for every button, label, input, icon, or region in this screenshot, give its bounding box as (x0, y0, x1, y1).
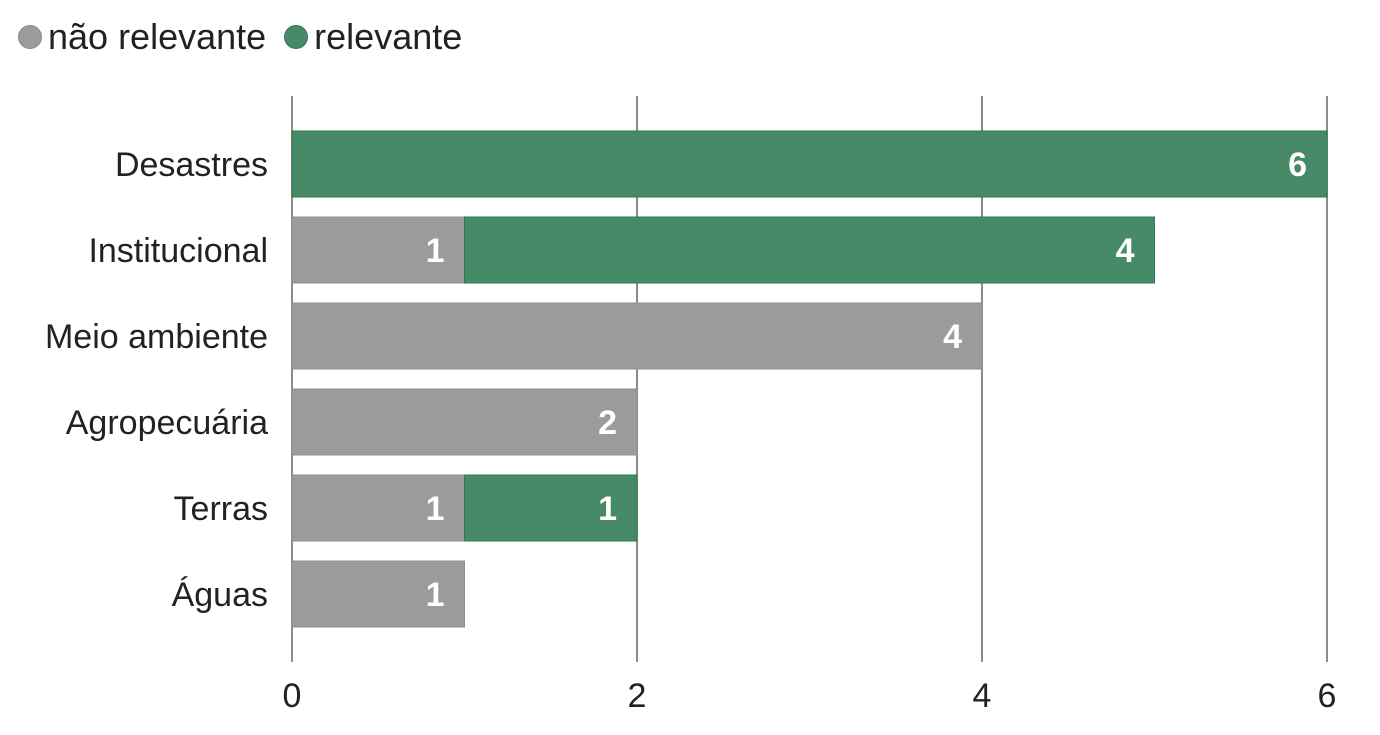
data-label: 4 (943, 318, 962, 356)
category-label: Agropecuária (66, 404, 268, 442)
bar-nao-relevante (291, 302, 983, 370)
category-label: Meio ambiente (45, 318, 268, 356)
data-label: 1 (426, 490, 445, 528)
x-tick-label: 4 (973, 677, 992, 715)
bar-relevante (291, 130, 1328, 198)
category-labels: Desastres Institucional Meio ambiente Agrop… (45, 146, 268, 614)
data-label: 1 (426, 232, 445, 270)
legend-swatch-relevante (284, 25, 309, 49)
category-label: Institucional (88, 232, 268, 270)
legend-label-nao-relevante: não relevante (48, 16, 267, 57)
legend: não relevante relevante (18, 14, 462, 60)
x-tick-label: 0 (283, 677, 302, 715)
data-label: 1 (598, 490, 617, 528)
bar-nao-relevante (291, 474, 465, 542)
data-label: 1 (426, 576, 445, 614)
x-tick-label: 6 (1318, 677, 1337, 715)
category-label: Águas (172, 576, 268, 614)
bar-relevante (464, 216, 1155, 284)
data-label: 4 (1116, 232, 1135, 270)
legend-item-relevante: relevante (284, 19, 462, 55)
legend-label-relevante: relevante (314, 16, 463, 57)
bar-nao-relevante (291, 216, 465, 284)
data-labels: 6 1 4 4 2 1 1 1 (426, 146, 1307, 614)
legend-swatch-nao-relevante (18, 25, 42, 49)
data-label: 2 (598, 404, 617, 442)
bar-nao-relevante (291, 388, 638, 456)
bars (291, 130, 1328, 628)
category-label: Desastres (115, 146, 268, 184)
bar-nao-relevante (291, 560, 465, 628)
category-label: Terras (174, 490, 268, 528)
legend-item-nao-relevante: não relevante (18, 19, 266, 55)
x-tick-label: 2 (628, 677, 647, 715)
bar-relevante (464, 474, 638, 542)
data-label: 6 (1288, 146, 1307, 184)
x-axis-tick-labels: 0 2 4 6 (283, 677, 1337, 715)
